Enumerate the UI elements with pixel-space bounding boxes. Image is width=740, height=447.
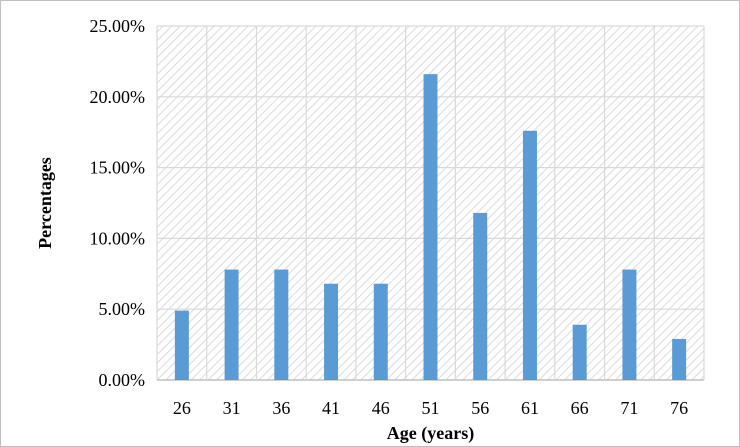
x-axis-ticks: 26 31 36 41 46 51 56 61 66 71 76 xyxy=(173,398,688,418)
bar-66 xyxy=(572,324,587,380)
bars xyxy=(174,74,687,381)
x-tick-label: 61 xyxy=(521,398,539,418)
bar-71 xyxy=(622,269,637,380)
x-tick-label: 41 xyxy=(322,398,340,418)
bar-51 xyxy=(423,74,438,381)
bar-76 xyxy=(672,338,687,380)
bar-26 xyxy=(174,310,189,380)
y-tick-label: 0.00% xyxy=(99,370,146,390)
bar-31 xyxy=(224,269,239,380)
y-tick-label: 10.00% xyxy=(90,228,146,248)
y-tick-label: 15.00% xyxy=(90,158,146,178)
y-tick-label: 20.00% xyxy=(90,87,146,107)
x-tick-label: 31 xyxy=(223,398,241,418)
bar-36 xyxy=(274,269,289,380)
x-tick-label: 71 xyxy=(620,398,638,418)
bar-56 xyxy=(473,212,488,380)
x-tick-label: 26 xyxy=(173,398,191,418)
bar-41 xyxy=(324,283,339,380)
y-axis-title: Percentages xyxy=(35,157,55,249)
x-tick-label: 56 xyxy=(471,398,489,418)
x-tick-label: 36 xyxy=(272,398,290,418)
x-tick-label: 51 xyxy=(422,398,440,418)
y-tick-label: 25.00% xyxy=(90,16,146,36)
x-tick-label: 76 xyxy=(670,398,688,418)
bar-46 xyxy=(373,283,388,380)
x-tick-label: 46 xyxy=(372,398,390,418)
y-tick-label: 5.00% xyxy=(99,299,146,319)
x-axis-title: Age (years) xyxy=(387,423,474,444)
x-tick-label: 66 xyxy=(571,398,589,418)
bar-61 xyxy=(522,130,537,380)
y-axis-ticks: 0.00% 5.00% 10.00% 15.00% 20.00% 25.00% xyxy=(90,16,146,390)
